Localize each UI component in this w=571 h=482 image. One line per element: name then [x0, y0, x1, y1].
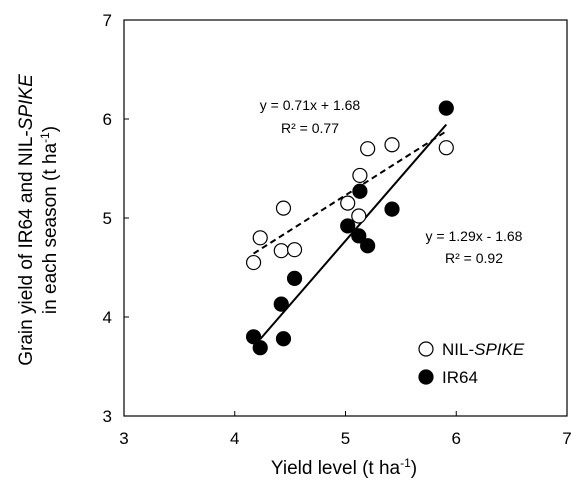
r2-nil-spike-text: R² = 0.77 [281, 120, 339, 136]
y-tick-label: 6 [103, 110, 112, 129]
y-axis-label-line1: Grain yield of IR64 and NIL-SPIKE [16, 74, 37, 366]
data-point-nil-spike [384, 137, 400, 153]
data-point-ir64 [245, 329, 262, 345]
y-axis-label-line2: in each season (t ha-1) [38, 126, 61, 314]
y-tick-label: 4 [103, 308, 112, 327]
data-point-ir64 [438, 100, 454, 116]
equation-ir64: y = 1.29x - 1.68 R² = 0.92 [426, 228, 523, 266]
y-tick-label: 3 [103, 407, 112, 426]
data-point-ir64 [351, 228, 367, 244]
data-point-nil-spike [245, 254, 262, 271]
data-point-ir64 [286, 270, 303, 286]
equation-ir64-text: y = 1.29x - 1.68 [426, 228, 523, 244]
data-point-ir64 [252, 340, 268, 356]
equation-nil-spike-text: y = 0.71x + 1.68 [260, 97, 361, 113]
data-point-ir64 [352, 183, 368, 199]
legend-label-nil-spike: NIL-SPIKE [442, 340, 525, 359]
data-point-nil-spike [340, 195, 356, 211]
y-tick-label: 7 [103, 11, 112, 30]
data-point-nil-spike [360, 141, 376, 157]
data-point-ir64 [273, 296, 289, 312]
data-point-nil-spike [438, 140, 454, 156]
data-points [245, 100, 454, 356]
y-tick-label: 5 [103, 209, 112, 228]
x-tick-label: 7 [562, 429, 571, 448]
data-point-ir64 [384, 201, 400, 217]
axis-ticks: 3 4 5 6 7 3 4 5 6 7 [103, 11, 571, 448]
x-tick-label: 6 [452, 429, 461, 448]
data-point-nil-spike [352, 167, 368, 184]
legend: NIL-SPIKE IR64 [418, 340, 525, 387]
equation-nil-spike: y = 0.71x + 1.68 R² = 0.77 [260, 97, 361, 136]
x-tick-label: 4 [230, 429, 239, 448]
x-tick-label: 3 [119, 429, 128, 448]
data-point-nil-spike [351, 208, 367, 224]
data-point-nil-spike [286, 242, 303, 258]
legend-marker-nil-spike [418, 341, 434, 357]
y-axis-label: Grain yield of IR64 and NIL-SPIKE in eac… [16, 74, 61, 366]
r2-ir64-text: R² = 0.92 [445, 250, 503, 266]
data-point-nil-spike [275, 200, 292, 216]
data-point-ir64 [275, 331, 292, 347]
legend-marker-ir64 [418, 369, 434, 385]
data-point-ir64 [360, 238, 376, 254]
data-point-nil-spike [273, 243, 289, 259]
legend-label-ir64: IR64 [442, 368, 478, 387]
data-point-ir64 [340, 218, 356, 234]
data-point-nil-spike [252, 230, 268, 246]
trendline-nil-spike [253, 130, 447, 255]
x-tick-label: 5 [341, 429, 350, 448]
x-axis-label: Yield level (t ha-1) [271, 456, 417, 479]
